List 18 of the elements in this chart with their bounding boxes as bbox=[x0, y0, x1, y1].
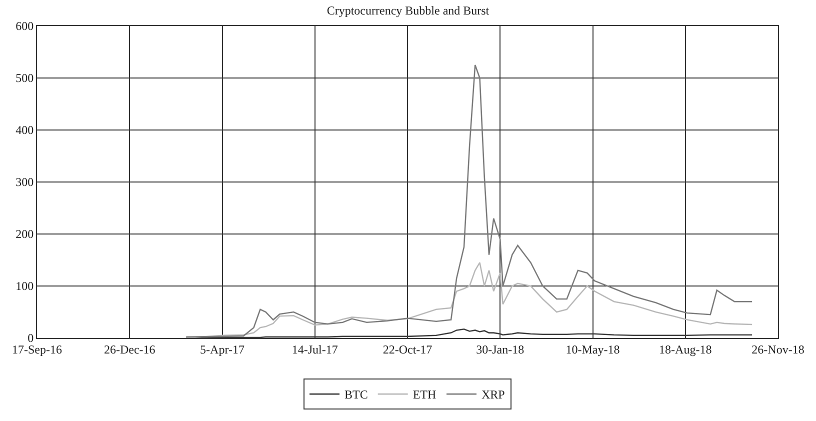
x-tick-label: 30-Jan-18 bbox=[476, 342, 524, 356]
y-tick-label: 400 bbox=[16, 123, 34, 138]
legend-label: ETH bbox=[412, 388, 437, 402]
chart-title: Cryptocurrency Bubble and Burst bbox=[326, 4, 490, 18]
legend-label: XRP bbox=[482, 388, 506, 402]
x-tick-label: 18-Aug-18 bbox=[659, 342, 712, 356]
x-tick-label: 22-Oct-17 bbox=[382, 342, 432, 356]
x-tick-label: 26-Nov-18 bbox=[752, 342, 804, 356]
x-tick-label: 5-Apr-17 bbox=[200, 342, 244, 356]
y-tick-label: 500 bbox=[16, 71, 34, 86]
y-tick-label: 100 bbox=[16, 279, 34, 294]
y-tick-label: 600 bbox=[16, 19, 34, 34]
x-tick-label: 26-Dec-16 bbox=[104, 342, 156, 356]
y-tick-label: 300 bbox=[16, 175, 34, 190]
x-tick-label: 10-May-18 bbox=[566, 342, 620, 356]
legend-label: BTC bbox=[344, 388, 368, 402]
x-tick-label: 14-Jul-17 bbox=[292, 342, 338, 356]
y-tick-label: 200 bbox=[16, 227, 34, 242]
